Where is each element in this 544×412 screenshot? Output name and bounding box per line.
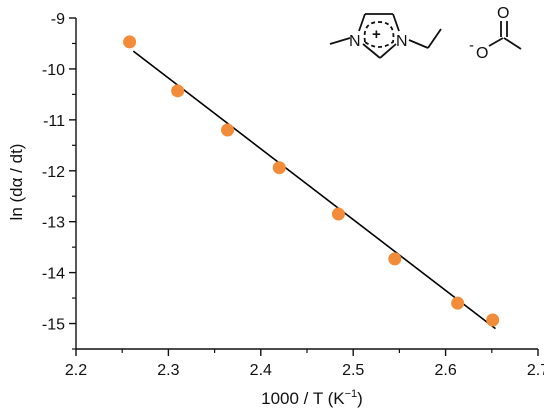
x-tick-label: 2.5: [342, 362, 364, 379]
data-point: [388, 252, 402, 266]
cation-structure: [329, 13, 442, 59]
ethyl-bond-1: [408, 39, 429, 49]
anion-carboxylate-oxygen: O: [476, 45, 488, 62]
x-axis-label: 1000 / T (K−1): [261, 388, 363, 408]
x-tick-label: 2.7: [527, 362, 544, 379]
fit-line-group: [132, 50, 496, 330]
ring-bond-c2-n3: [379, 43, 397, 59]
x-tick-label: 2.3: [157, 362, 179, 379]
data-point: [331, 207, 345, 221]
y-tick-label: -15: [42, 317, 65, 334]
data-point: [123, 35, 137, 49]
carbon-oxygen-single-bond: [488, 37, 504, 47]
methyl-bond: [329, 37, 351, 45]
data-point: [221, 123, 235, 137]
anion-structure: [488, 21, 522, 50]
fit-line: [132, 50, 496, 330]
ring-bond-c4-n3: [392, 13, 400, 32]
x-tick-label: 2.2: [65, 362, 87, 379]
anion-carbonyl-oxygen: O: [497, 5, 509, 22]
x-axis-label-exponent: −1: [345, 388, 358, 400]
x-tick-label: 2.6: [434, 362, 456, 379]
data-point: [451, 296, 465, 310]
anion-minus-sign: -: [469, 37, 474, 54]
x-axis-label-main: 1000 / T (K: [261, 389, 345, 408]
y-axis-ticks: -9 -10 -11 -12 -13 -14 -15: [42, 11, 76, 350]
cation-nitrogen-3: N: [396, 33, 408, 50]
data-points: [123, 35, 500, 327]
y-tick-label: -11: [43, 113, 65, 130]
ring-bond-n1-c5: [358, 13, 366, 32]
data-point: [486, 313, 500, 327]
y-axis-label: ln (dα / dt): [7, 144, 26, 221]
x-axis-ticks: 2.2 2.3 2.4 2.5 2.6 2.7: [65, 349, 544, 379]
y-tick-label: -13: [42, 215, 65, 232]
y-tick-label: -9: [51, 11, 65, 28]
x-axis-label-close: ): [357, 389, 363, 408]
aromatic-dashed-ring: [363, 21, 395, 48]
y-tick-label: -12: [42, 164, 65, 181]
data-point: [272, 161, 286, 175]
ethyl-bond-2: [427, 28, 442, 49]
x-tick-label: 2.4: [250, 362, 272, 379]
ring-bond-n1-c2: [362, 43, 381, 59]
cation-nitrogen-1: N: [349, 33, 361, 50]
cation-charge: +: [372, 26, 381, 43]
y-tick-label: -14: [42, 266, 65, 283]
methyl-bond-acetate: [503, 37, 522, 50]
y-tick-label: -10: [42, 62, 65, 79]
data-point: [171, 84, 185, 98]
